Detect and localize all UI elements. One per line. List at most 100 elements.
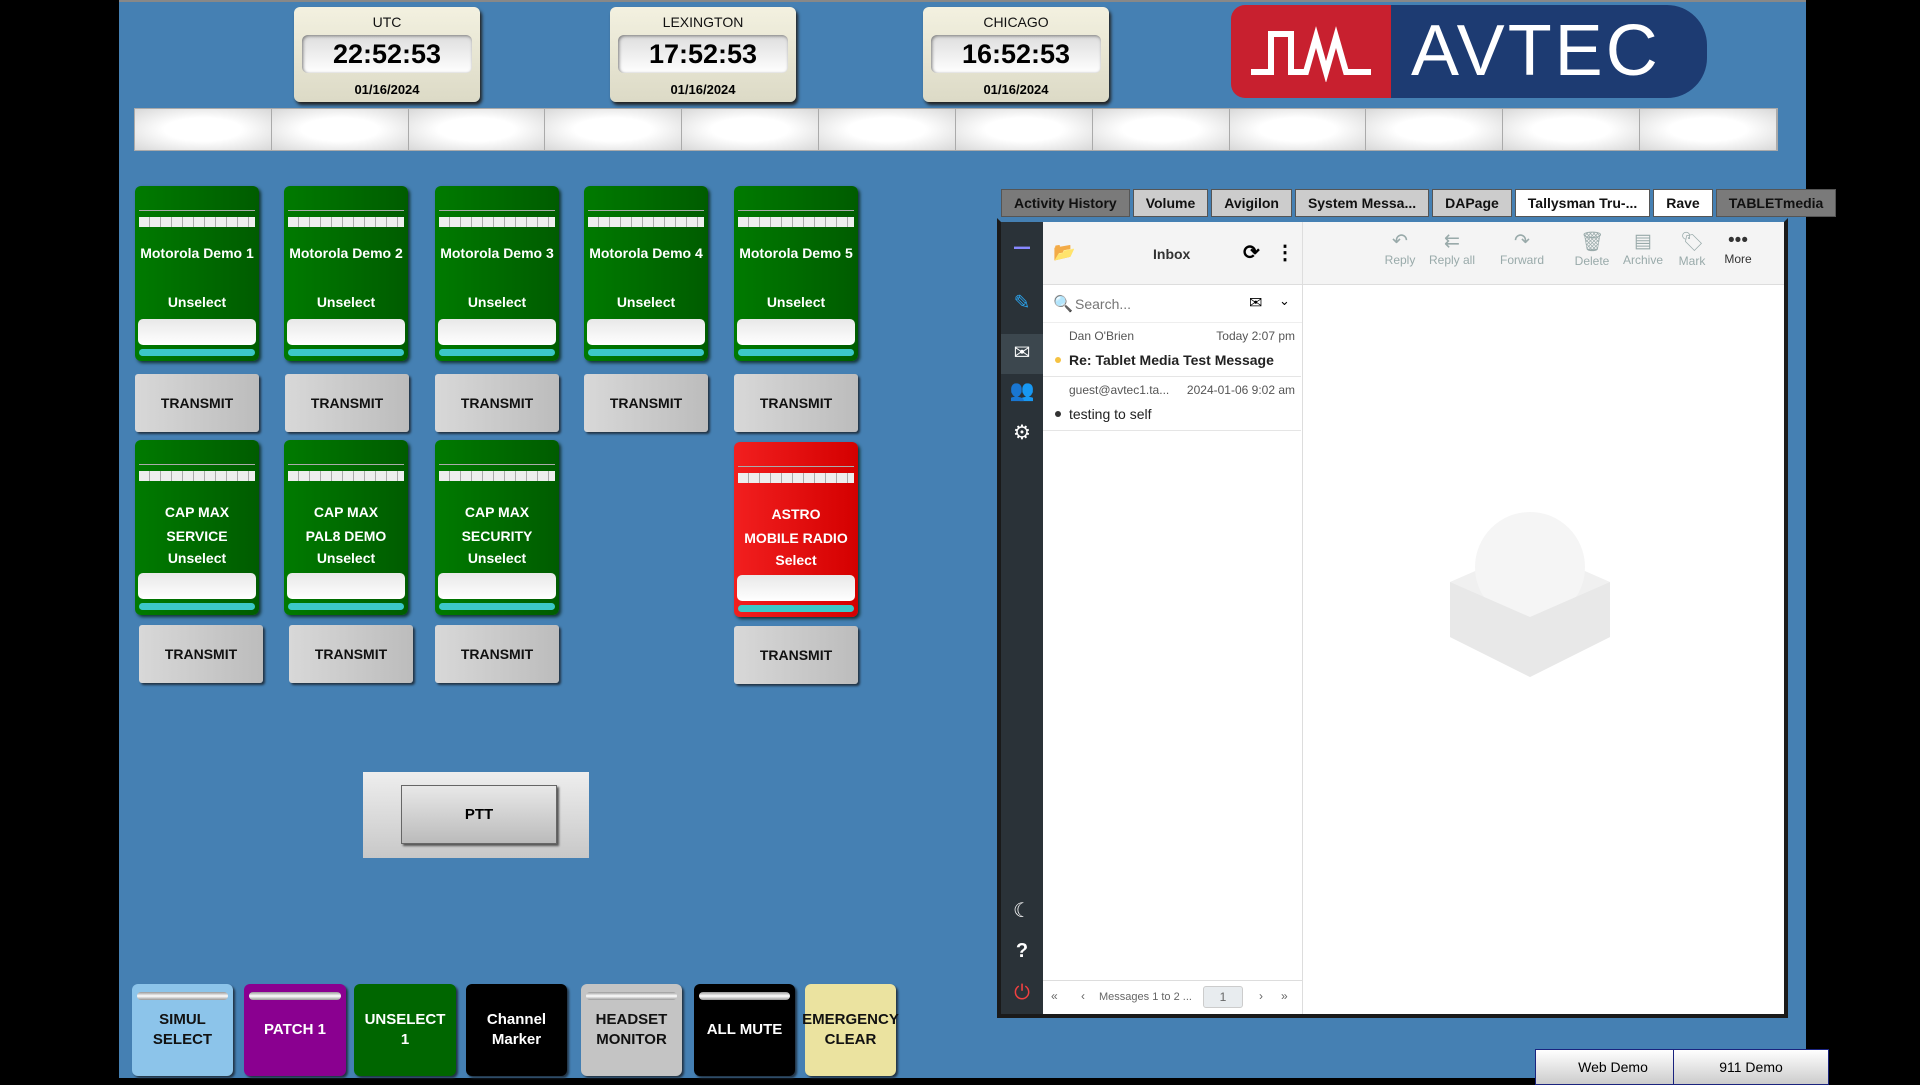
transmit-button[interactable]: TRANSMIT (734, 626, 858, 684)
bottom-button-web-demo[interactable]: Web Demo (1535, 1049, 1691, 1085)
more-icon: ••• (1728, 230, 1748, 251)
radio-status-box (287, 319, 405, 345)
message-toolbar: ↶ Reply ⇇ Reply all ↷ Forward 🗑 Delete ▤ Archive 🏷… (1303, 222, 1784, 285)
settings-icon[interactable]: ⚙ (1013, 422, 1031, 444)
radio-tile[interactable]: Motorola Demo 3 Unselect (435, 186, 559, 361)
message-list-item[interactable]: guest@avtec1.ta... 2024-01-06 9:02 am test… (1043, 377, 1301, 431)
transmit-button[interactable]: TRANSMIT (135, 374, 259, 432)
folder-title: Inbox (1153, 246, 1191, 262)
function-button-headset-monitor[interactable]: HEADSET MONITOR (581, 984, 682, 1076)
tab-volume[interactable]: Volume (1132, 189, 1209, 217)
radio-tile[interactable]: CAP MAX SECURITY Unselect (435, 440, 559, 615)
radio-tile[interactable]: Motorola Demo 2 Unselect (284, 186, 408, 361)
archive-icon: ▤ (1634, 231, 1652, 252)
button-label: PATCH 1 (264, 1021, 326, 1038)
transmit-button[interactable]: TRANSMIT (435, 374, 559, 432)
refresh-icon[interactable]: ⟳ (1243, 242, 1260, 264)
forward-button[interactable]: ↷ Forward (1497, 230, 1547, 267)
indicator-bar (137, 992, 228, 1000)
message-list-item[interactable]: Dan O'Brien Today 2:07 pm Re: Tablet Media… (1043, 323, 1301, 377)
mark-button[interactable]: 🏷 Mark (1667, 230, 1717, 268)
clock-chicago: CHICAGO 16:52:53 01/16/2024 (923, 7, 1109, 102)
tab-avigilon[interactable]: Avigilon (1211, 189, 1292, 217)
transmit-button[interactable]: TRANSMIT (285, 374, 409, 432)
clock-time: 16:52:53 (931, 35, 1101, 73)
forward-icon: ↷ (1514, 231, 1530, 252)
dark-mode-icon[interactable]: ☾ (1013, 900, 1031, 922)
tab-tabletmedia[interactable]: TABLETmedia (1715, 189, 1837, 217)
button-label: SIMUL SELECT (152, 1011, 213, 1048)
radio-tile[interactable]: CAP MAX PAL8 DEMO Unselect (284, 440, 408, 615)
clock-time: 17:52:53 (618, 35, 788, 73)
email-client: ▬▬ ✎ ✉ 👥 ⚙ ☾ ? ⏻ 📂 Inbox ⟳ ⋮ 🔍 ✉ ⌄ « ‹ M… (997, 218, 1788, 1018)
tab-rave[interactable]: Rave (1653, 189, 1713, 217)
next-page-icon[interactable]: › (1259, 989, 1263, 1003)
radio-tile[interactable]: Motorola Demo 4 Unselect (584, 186, 708, 361)
search-input[interactable] (1075, 293, 1235, 315)
first-page-icon[interactable]: « (1051, 989, 1058, 1003)
transmit-button[interactable]: TRANSMIT (435, 625, 559, 683)
activity-bar (288, 603, 404, 610)
last-page-icon[interactable]: » (1281, 989, 1288, 1003)
envelope-filter-icon[interactable]: ✉ (1249, 295, 1263, 312)
signal-meter (439, 471, 555, 481)
radio-select-state: Select (775, 552, 817, 568)
tabletmedia-logo-icon: ▬▬ (1014, 242, 1030, 251)
unread-dot-icon (1055, 357, 1061, 363)
clock-label: LEXINGTON (662, 14, 744, 30)
indicator-bar (699, 992, 790, 1000)
tab-dapage[interactable]: DAPage (1432, 189, 1512, 217)
transmit-button[interactable]: TRANSMIT (584, 374, 708, 432)
function-button-all-mute[interactable]: ALL MUTE (694, 984, 795, 1076)
radio-tile[interactable]: CAP MAX SERVICE Unselect (135, 440, 259, 615)
function-button-channel-marker[interactable]: Channel Marker (466, 984, 567, 1076)
toolbar-label: Archive (1622, 253, 1663, 267)
divider (288, 464, 404, 465)
prev-page-icon[interactable]: ‹ (1081, 989, 1085, 1003)
radio-name: Motorola Demo 4 (589, 245, 703, 261)
transmit-button[interactable]: TRANSMIT (289, 625, 413, 683)
radio-status-box (737, 319, 855, 345)
radio-tile[interactable]: Motorola Demo 1 Unselect (135, 186, 259, 361)
menu-dots-icon[interactable]: ⋮ (1275, 242, 1295, 264)
tab-system-messa-[interactable]: System Messa... (1294, 189, 1430, 217)
ptt-button[interactable]: PTT (401, 785, 557, 844)
radio-status-box (138, 319, 256, 345)
divider (738, 466, 854, 467)
radio-status-box (287, 573, 405, 599)
function-button-unselect-1[interactable]: UNSELECT 1 (354, 984, 456, 1076)
tab-activity-history[interactable]: Activity History (1001, 189, 1130, 217)
page-number-input[interactable]: 1 (1203, 986, 1243, 1008)
divider (439, 210, 555, 211)
radio-tile[interactable]: ASTRO MOBILE RADIO Select (734, 442, 858, 617)
activity-bar (439, 603, 555, 610)
tab-bar: Activity History Volume Avigilon System Mes… (1001, 189, 1837, 217)
reply-button[interactable]: ↶ Reply (1375, 230, 1425, 267)
radio-tile[interactable]: Motorola Demo 5 Unselect (734, 186, 858, 361)
function-button-patch-1[interactable]: PATCH 1 (244, 984, 346, 1076)
function-button-simul-select[interactable]: SIMUL SELECT (132, 984, 233, 1076)
divider (588, 210, 704, 211)
tab-tallysman-tru-[interactable]: Tallysman Tru-... (1514, 189, 1651, 217)
more-button[interactable]: ••• More (1713, 230, 1763, 266)
delete-button[interactable]: 🗑 Delete (1567, 230, 1617, 268)
help-icon[interactable]: ? (1015, 940, 1029, 962)
clock-date: 01/16/2024 (670, 82, 736, 97)
divider (439, 464, 555, 465)
compose-icon[interactable]: ✎ (1013, 292, 1031, 314)
ptt-panel: PTT (363, 772, 589, 858)
message-subject: Re: Tablet Media Test Message (1069, 352, 1274, 368)
function-button-emergency-clear[interactable]: EMERGENCY CLEAR (802, 984, 899, 1076)
radio-select-state: Unselect (167, 294, 227, 310)
transmit-button[interactable]: TRANSMIT (139, 625, 263, 683)
mail-icon[interactable]: ✉ (1001, 334, 1043, 374)
chevron-down-icon[interactable]: ⌄ (1279, 293, 1290, 308)
reply-all-button[interactable]: ⇇ Reply all (1427, 230, 1477, 267)
folder-icon[interactable]: 📂 (1053, 242, 1076, 262)
contacts-icon[interactable]: 👥 (1009, 380, 1035, 402)
logout-icon[interactable]: ⏻ (1014, 982, 1030, 1004)
transmit-button[interactable]: TRANSMIT (734, 374, 858, 432)
radio-select-state: Unselect (167, 550, 227, 566)
archive-button[interactable]: ▤ Archive (1618, 230, 1668, 267)
signal-meter (439, 217, 555, 227)
